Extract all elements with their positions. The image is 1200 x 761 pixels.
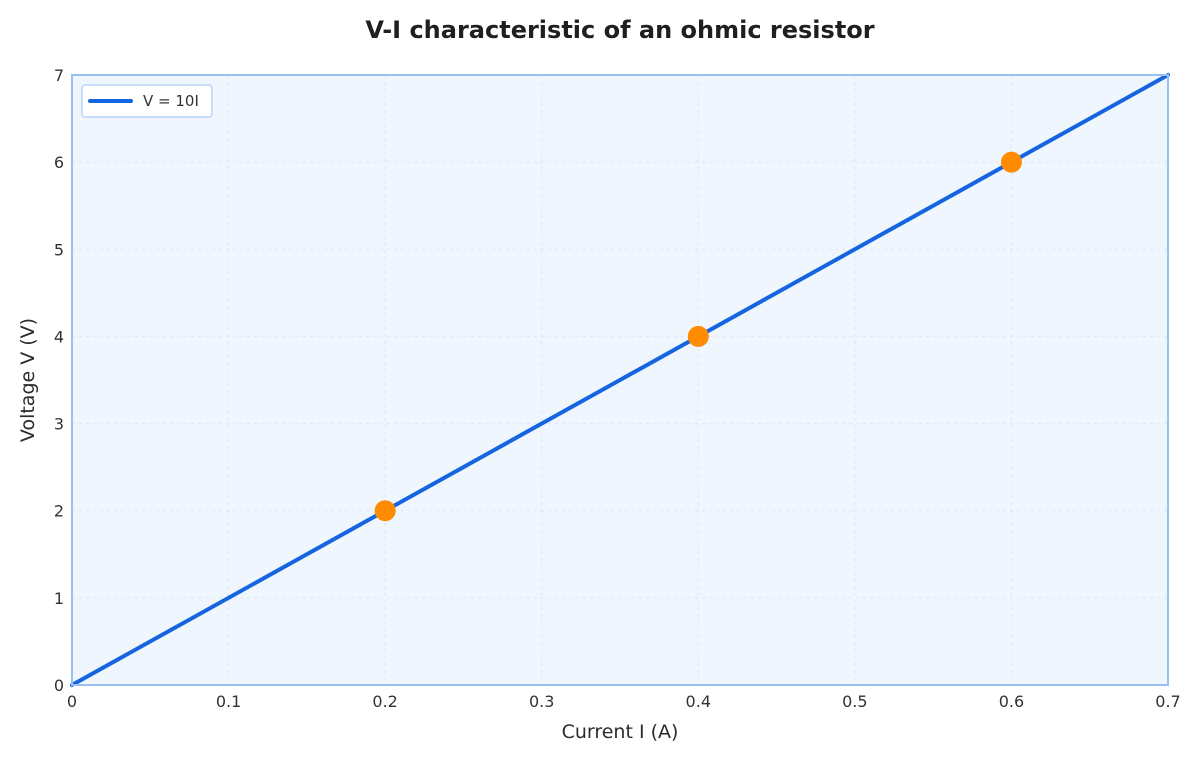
x-tick-label: 0 [67, 692, 77, 711]
y-tick-label: 3 [54, 415, 64, 434]
x-tick-label: 0.6 [999, 692, 1024, 711]
plot-frame [71, 74, 1169, 686]
y-tick-label: 4 [54, 327, 64, 346]
y-tick-label: 6 [54, 153, 64, 172]
axis-ticks: 0 0.1 0.2 0.3 0.4 0.5 0.6 0.7 0 1 2 3 4 5 6 7 [54, 66, 1181, 711]
x-tick-label: 0.7 [1155, 692, 1180, 711]
series-line [70, 73, 1170, 687]
data-point [374, 500, 396, 522]
legend: V = 10I [81, 84, 213, 118]
y-tick-label: 1 [54, 589, 64, 608]
data-point [687, 325, 709, 347]
data-point [1000, 151, 1022, 173]
x-tick-label: 0.1 [216, 692, 241, 711]
x-tick-label: 0.4 [686, 692, 711, 711]
y-axis-label: Voltage V (V) [17, 318, 39, 442]
x-axis-label: Current I (A) [562, 721, 679, 743]
y-tick-label: 2 [54, 502, 64, 521]
legend-box [81, 84, 213, 118]
y-tick-label: 5 [54, 240, 64, 259]
series [70, 73, 1170, 687]
chart-title: V-I characteristic of an ohmic resistor [365, 16, 874, 44]
x-tick-label: 0.2 [372, 692, 397, 711]
y-tick-label: 0 [54, 676, 64, 695]
x-tick-label: 0.5 [842, 692, 867, 711]
y-tick-label: 7 [54, 66, 64, 85]
legend-label: V = 10I [143, 92, 199, 110]
x-tick-label: 0.3 [529, 692, 554, 711]
